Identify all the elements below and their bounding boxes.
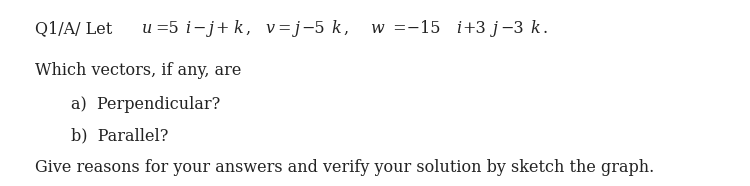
Text: =: = <box>278 20 291 37</box>
Text: w: w <box>370 20 384 37</box>
Text: −: − <box>192 20 206 37</box>
Text: −5: −5 <box>301 20 325 37</box>
Text: k: k <box>332 20 341 37</box>
Text: i: i <box>456 20 461 37</box>
Text: j: j <box>209 20 214 37</box>
Text: a)  Perpendicular?: a) Perpendicular? <box>71 97 220 113</box>
Text: k: k <box>233 20 243 37</box>
Text: =5: =5 <box>154 20 178 37</box>
Text: ,: , <box>344 20 364 37</box>
Text: +3: +3 <box>463 20 487 37</box>
Text: k: k <box>530 20 540 37</box>
Text: Q1/A/ Let: Q1/A/ Let <box>35 20 118 37</box>
Text: j: j <box>295 20 299 37</box>
Text: =−15: =−15 <box>388 20 441 37</box>
Text: ,: , <box>246 20 261 37</box>
Text: +: + <box>216 20 229 37</box>
Text: j: j <box>494 20 498 37</box>
Text: .: . <box>543 20 548 37</box>
Text: v: v <box>266 20 274 37</box>
Text: Give reasons for your answers and verify your solution by sketch the graph.: Give reasons for your answers and verify… <box>35 159 655 176</box>
Text: b)  Parallel?: b) Parallel? <box>71 127 169 144</box>
Text: −3: −3 <box>500 20 523 37</box>
Text: Which vectors, if any, are: Which vectors, if any, are <box>35 62 242 79</box>
Text: i: i <box>185 20 190 37</box>
Text: u: u <box>142 20 152 37</box>
